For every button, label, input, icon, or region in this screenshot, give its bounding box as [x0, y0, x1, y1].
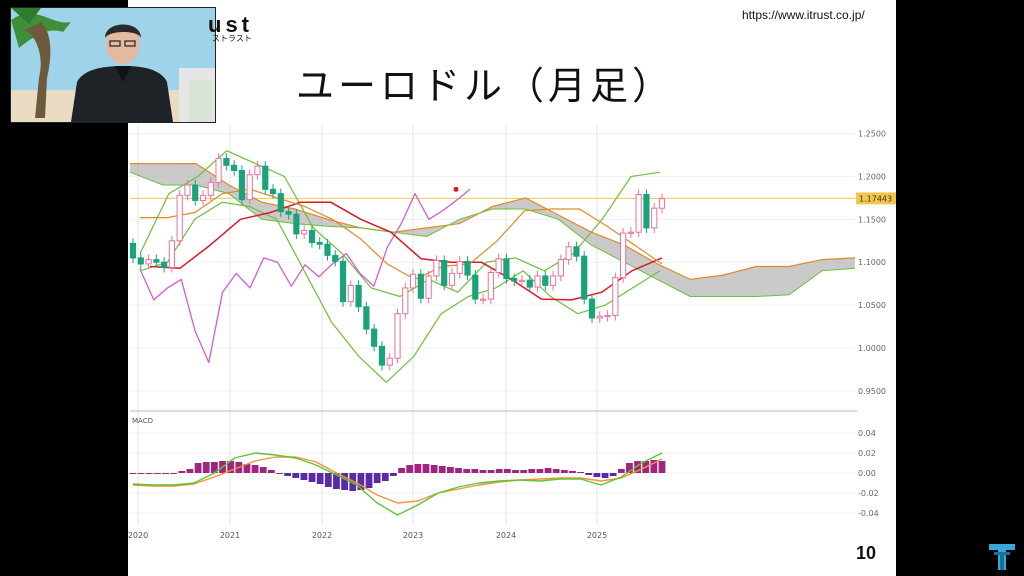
company-logo-text: ust — [208, 12, 253, 37]
itrust-corner-logo — [989, 544, 1015, 570]
website-url[interactable]: https://www.itrust.co.jp/ — [742, 8, 865, 22]
presenter-image — [11, 8, 215, 122]
page-number: 10 — [856, 543, 877, 563]
slide-title: ユーロドル（月足） — [296, 64, 675, 108]
company-logo-subtext: ストラスト — [212, 34, 252, 43]
presenter-video — [10, 7, 216, 123]
